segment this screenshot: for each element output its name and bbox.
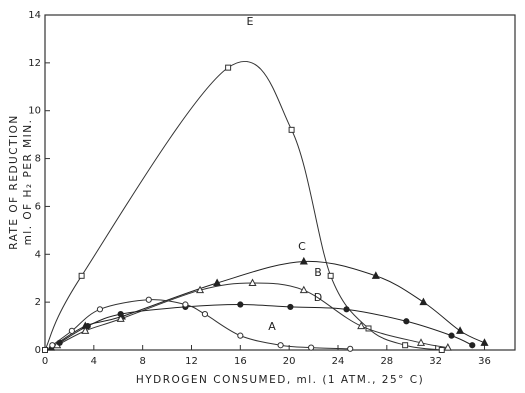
marker bbox=[357, 321, 366, 330]
series-label: B bbox=[314, 266, 322, 279]
marker bbox=[237, 301, 244, 308]
marker bbox=[96, 306, 104, 313]
plot-frame bbox=[44, 14, 516, 351]
marker bbox=[277, 342, 284, 349]
marker bbox=[438, 347, 445, 353]
series-label: C bbox=[298, 240, 306, 253]
marker bbox=[201, 311, 209, 318]
y-axis-label: RATE OF REDUCTION bbox=[8, 114, 20, 249]
marker bbox=[402, 342, 409, 349]
marker bbox=[81, 326, 90, 334]
marker bbox=[347, 345, 354, 352]
x-tick-label: 0 bbox=[42, 356, 48, 367]
marker bbox=[416, 338, 426, 346]
marker bbox=[196, 285, 205, 294]
marker bbox=[403, 318, 410, 325]
marker bbox=[145, 296, 152, 303]
x-tick-label: 20 bbox=[283, 356, 296, 367]
series-label: D bbox=[314, 291, 322, 304]
x-tick-label: 16 bbox=[234, 356, 247, 367]
marker bbox=[42, 347, 48, 353]
x-tick-label: 12 bbox=[185, 356, 198, 367]
marker bbox=[480, 338, 489, 346]
y-tick-label: 4 bbox=[35, 249, 41, 260]
y-tick-label: 10 bbox=[28, 106, 41, 117]
marker bbox=[116, 314, 125, 322]
x-tick-label: 4 bbox=[91, 356, 97, 367]
marker bbox=[443, 343, 452, 351]
y-axis-label: ml. OF H₂ PER MIN. bbox=[22, 119, 34, 246]
x-tick-label: 8 bbox=[139, 356, 145, 367]
marker bbox=[225, 64, 232, 71]
marker bbox=[456, 326, 465, 334]
marker bbox=[117, 311, 124, 318]
y-tick-label: 2 bbox=[35, 297, 41, 308]
series-label: A bbox=[268, 320, 276, 333]
y-tick-label: 12 bbox=[28, 58, 41, 69]
y-tick-label: 8 bbox=[35, 154, 41, 165]
marker bbox=[308, 344, 315, 351]
series-line bbox=[50, 260, 485, 349]
marker bbox=[419, 297, 428, 306]
marker bbox=[182, 301, 189, 308]
marker bbox=[84, 322, 91, 330]
x-tick-label: 36 bbox=[478, 356, 491, 367]
x-tick-label: 32 bbox=[429, 356, 442, 367]
marker bbox=[68, 327, 75, 334]
marker bbox=[299, 256, 308, 265]
marker bbox=[299, 285, 308, 294]
y-tick-label: 0 bbox=[35, 345, 41, 356]
marker bbox=[327, 272, 334, 279]
marker bbox=[49, 342, 56, 349]
series-label: E bbox=[247, 15, 254, 28]
x-tick-label: 28 bbox=[380, 356, 393, 367]
marker bbox=[248, 278, 257, 286]
series-line bbox=[52, 299, 351, 350]
y-tick-label: 6 bbox=[35, 201, 41, 212]
x-tick-label: 24 bbox=[332, 356, 345, 367]
marker bbox=[469, 342, 476, 349]
marker bbox=[371, 271, 380, 279]
x-axis-label: HYDROGEN CONSUMED, ml. (1 ATM., 25° C) bbox=[136, 374, 424, 386]
marker bbox=[287, 303, 294, 311]
marker bbox=[343, 306, 350, 313]
marker bbox=[213, 278, 222, 286]
marker bbox=[288, 126, 295, 133]
marker bbox=[237, 332, 244, 339]
marker bbox=[78, 272, 85, 279]
y-tick-label: 14 bbox=[28, 10, 41, 21]
series-line bbox=[59, 304, 473, 346]
marker bbox=[448, 332, 455, 339]
series-line bbox=[44, 60, 442, 351]
